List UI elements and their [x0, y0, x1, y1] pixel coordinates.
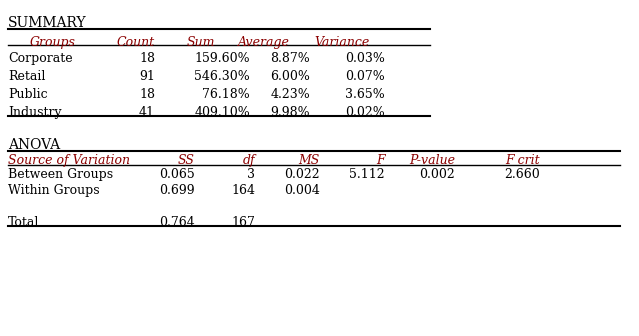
Text: Average: Average: [238, 36, 290, 49]
Text: 0.002: 0.002: [419, 168, 455, 181]
Text: 546.30%: 546.30%: [194, 70, 250, 83]
Text: 0.699: 0.699: [159, 184, 195, 197]
Text: 18: 18: [139, 88, 155, 101]
Text: 76.18%: 76.18%: [203, 88, 250, 101]
Text: 0.02%: 0.02%: [345, 106, 385, 119]
Text: 0.004: 0.004: [284, 184, 320, 197]
Text: Source of Variation: Source of Variation: [8, 154, 130, 167]
Text: 9.98%: 9.98%: [270, 106, 310, 119]
Text: 164: 164: [231, 184, 255, 197]
Text: Count: Count: [117, 36, 155, 49]
Text: MS: MS: [298, 154, 320, 167]
Text: Groups: Groups: [30, 36, 76, 49]
Text: 0.764: 0.764: [159, 216, 195, 229]
Text: 3.65%: 3.65%: [345, 88, 385, 101]
Text: 0.022: 0.022: [284, 168, 320, 181]
Text: 41: 41: [139, 106, 155, 119]
Text: Public: Public: [8, 88, 48, 101]
Text: 0.03%: 0.03%: [345, 52, 385, 65]
Text: Total: Total: [8, 216, 40, 229]
Text: df: df: [242, 154, 255, 167]
Text: 0.07%: 0.07%: [345, 70, 385, 83]
Text: ANOVA: ANOVA: [8, 138, 60, 152]
Text: Corporate: Corporate: [8, 52, 73, 65]
Text: F: F: [376, 154, 385, 167]
Text: Industry: Industry: [8, 106, 61, 119]
Text: 2.660: 2.660: [504, 168, 540, 181]
Text: SUMMARY: SUMMARY: [8, 16, 87, 30]
Text: Sum: Sum: [187, 36, 215, 49]
Text: 3: 3: [247, 168, 255, 181]
Text: 8.87%: 8.87%: [270, 52, 310, 65]
Text: 6.00%: 6.00%: [270, 70, 310, 83]
Text: 4.23%: 4.23%: [270, 88, 310, 101]
Text: P-value: P-value: [409, 154, 455, 167]
Text: Variance: Variance: [315, 36, 370, 49]
Text: 167: 167: [231, 216, 255, 229]
Text: 409.10%: 409.10%: [194, 106, 250, 119]
Text: 159.60%: 159.60%: [194, 52, 250, 65]
Text: Within Groups: Within Groups: [8, 184, 100, 197]
Text: SS: SS: [178, 154, 195, 167]
Text: 0.065: 0.065: [159, 168, 195, 181]
Text: 5.112: 5.112: [350, 168, 385, 181]
Text: 91: 91: [139, 70, 155, 83]
Text: 18: 18: [139, 52, 155, 65]
Text: Between Groups: Between Groups: [8, 168, 113, 181]
Text: F crit: F crit: [505, 154, 540, 167]
Text: Retail: Retail: [8, 70, 45, 83]
